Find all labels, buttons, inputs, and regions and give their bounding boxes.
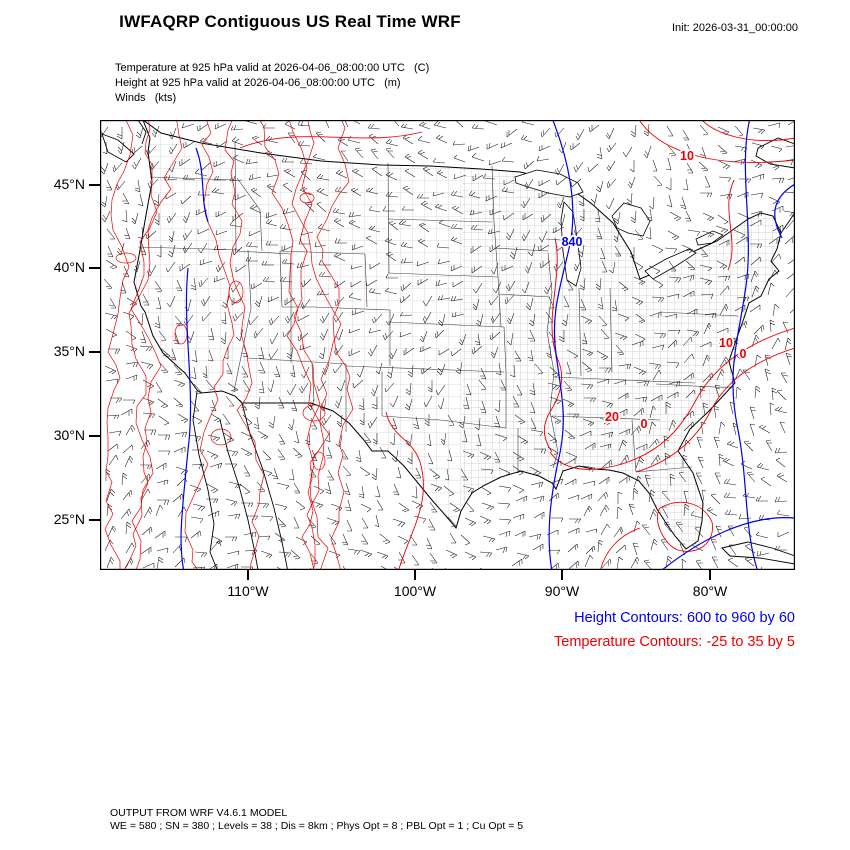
- model-version-text: OUTPUT FROM WRF V4.6.1 MODEL: [110, 807, 288, 819]
- lat-label-35°N: 35°N: [53, 343, 85, 359]
- contour-label-temperature-10: 10: [680, 149, 694, 163]
- lat-tick-40°N: [89, 267, 100, 269]
- contour-label-height-840: 840: [562, 235, 583, 249]
- lon-label-110°W: 110°W: [227, 583, 269, 599]
- vancouver-island-coast: [101, 133, 135, 163]
- model-config-text: WE = 580 ; SN = 380 ; Levels = 38 ; Dis …: [110, 820, 524, 832]
- us-weather-map: 840 10 10 0 20 0: [100, 120, 795, 570]
- init-timestamp: Init: 2026-03-31_00:00:00: [672, 22, 798, 34]
- great-lake: [560, 201, 582, 287]
- lat-tick-35°N: [89, 351, 100, 353]
- height-contour-legend: Height Contours: 600 to 960 by 60: [574, 610, 795, 626]
- lat-tick-45°N: [89, 184, 100, 186]
- lon-tick-110°W: [247, 570, 249, 580]
- cuba-coast: [721, 541, 795, 565]
- lat-label-30°N: 30°N: [53, 427, 85, 443]
- map-frame: [100, 120, 795, 570]
- lon-tick-100°W: [414, 570, 416, 580]
- lon-label-100°W: 100°W: [393, 583, 437, 599]
- great-lake: [695, 230, 724, 246]
- contour-label-temperature-20: 20: [605, 410, 619, 424]
- contour-label-temperature-0: 0: [740, 347, 747, 361]
- great-lake: [514, 169, 584, 198]
- lat-label-45°N: 45°N: [53, 176, 85, 192]
- wind-barbs: [100, 120, 795, 570]
- plot-title: IWFAQRP Contiguous US Real Time WRF: [119, 12, 461, 31]
- great-lake: [611, 202, 651, 237]
- county-mesh-west: [134, 120, 462, 549]
- lon-tick-90°W: [561, 570, 563, 580]
- subtitle-temperature: Temperature at 925 hPa valid at 2026-04-…: [115, 62, 430, 74]
- subtitle-height: Height at 925 hPa valid at 2026-04-06_08…: [115, 77, 401, 89]
- subtitle-winds: Winds (kts): [115, 92, 177, 104]
- lon-tick-80°W: [709, 570, 711, 580]
- lon-label-80°W: 80°W: [692, 583, 728, 599]
- lat-label-25°N: 25°N: [53, 511, 85, 527]
- lat-label-40°N: 40°N: [53, 259, 85, 275]
- contour-label-temperature-0: 0: [641, 417, 648, 431]
- county-mesh-east: [462, 120, 781, 549]
- temperature-contour-legend: Temperature Contours: -25 to 35 by 5: [554, 634, 795, 650]
- lat-tick-30°N: [89, 435, 100, 437]
- nova-scotia-coast: [755, 137, 795, 169]
- lat-tick-25°N: [89, 519, 100, 521]
- contour-label-temperature-10: 10: [719, 336, 733, 350]
- lon-label-90°W: 90°W: [544, 583, 580, 599]
